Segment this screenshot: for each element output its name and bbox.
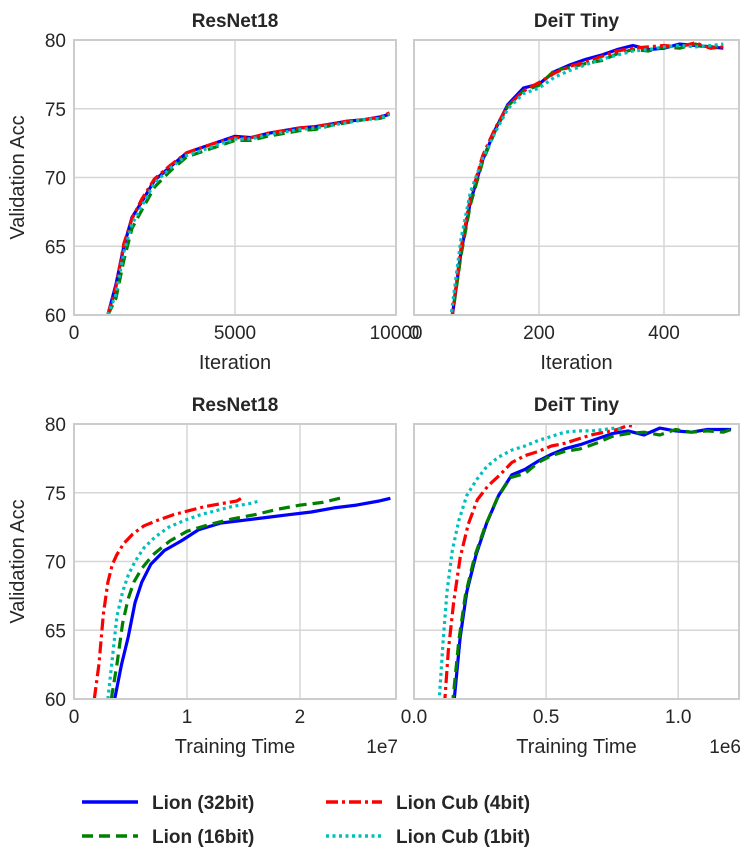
series-line: [106, 111, 391, 315]
y-tick-label: 60: [45, 306, 66, 327]
panels: ResNet18 0 5000 10000 60 65 70 75 80 Iteration Val…: [7, 11, 741, 758]
series-line: [109, 495, 346, 699]
series-group: [106, 111, 391, 315]
panel-title: DeiT Tiny: [534, 11, 620, 32]
series-line: [450, 41, 724, 315]
y-tick-label: 80: [45, 415, 66, 436]
x-axis-label: Iteration: [199, 352, 271, 374]
chart-panel-4: DeiT Tiny 0.0 0.5 1.0 Training Time 1e6: [401, 395, 741, 758]
series-line: [449, 42, 724, 313]
x-tick-label: 1: [182, 707, 193, 728]
x-tick-label: 400: [648, 323, 680, 344]
panel-title: DeiT Tiny: [534, 395, 620, 416]
y-tick-label: 65: [45, 237, 66, 258]
x-tick-label: 2: [295, 707, 306, 728]
series-line: [106, 114, 391, 315]
x-tick-label: 0.5: [533, 707, 559, 728]
series-line: [452, 426, 732, 699]
chart-panel-1: ResNet18 0 5000 10000 60 65 70 75 80 Iteration Val…: [7, 11, 422, 374]
legend-label: Lion (16bit): [152, 827, 254, 848]
legend-item: Lion Cub (1bit): [326, 827, 530, 848]
x-tick-label: 0: [409, 323, 420, 344]
y-tick-label: 60: [45, 690, 66, 711]
series-line: [106, 499, 260, 699]
legend-label: Lion (32bit): [152, 793, 254, 814]
legend-label: Lion Cub (4bit): [396, 793, 530, 814]
x-tick-label: 10000: [370, 323, 423, 344]
x-offset-text: 1e6: [709, 737, 741, 758]
x-tick-label: 1.0: [665, 707, 691, 728]
series-group: [437, 424, 732, 699]
plot-frame: [413, 39, 740, 316]
chart-panel-2: DeiT Tiny 0 200 400 Iteration: [409, 11, 740, 374]
x-offset-text: 1e7: [366, 737, 398, 758]
y-axis-label: Validation Acc: [7, 499, 29, 623]
x-tick-label: 0.0: [401, 707, 427, 728]
series-line: [92, 495, 245, 699]
series-line: [451, 427, 732, 699]
y-tick-label: 75: [45, 484, 66, 505]
series-group: [449, 41, 724, 315]
series-line: [113, 496, 391, 699]
series-line: [443, 424, 637, 699]
x-axis-label: Training Time: [516, 736, 636, 758]
x-axis-label: Iteration: [540, 352, 612, 374]
legend: Lion (32bit) Lion Cub (4bit) Lion (16bit) L…: [82, 793, 530, 848]
plot-frame: [73, 423, 397, 700]
y-tick-label: 70: [45, 553, 66, 574]
chart-panel-3: ResNet18 0 1 2 60 65 70 75 80 Training Time Valida…: [7, 395, 398, 758]
x-tick-label: 200: [523, 323, 555, 344]
x-axis-label: Training Time: [175, 736, 295, 758]
series-line: [450, 42, 724, 315]
series-line: [437, 426, 623, 699]
y-tick-label: 70: [45, 169, 66, 190]
series-line: [106, 112, 391, 315]
y-axis-label: Validation Acc: [7, 115, 29, 239]
y-tick-label: 75: [45, 100, 66, 121]
panel-title: ResNet18: [192, 395, 279, 416]
legend-item: Lion Cub (4bit): [326, 793, 530, 814]
plot-frame: [413, 423, 740, 700]
series-line: [106, 112, 391, 315]
series-group: [92, 495, 391, 699]
legend-item: Lion (32bit): [82, 793, 254, 814]
x-tick-label: 5000: [214, 323, 256, 344]
legend-item: Lion (16bit): [82, 827, 254, 848]
y-tick-label: 80: [45, 31, 66, 52]
plot-frame: [73, 39, 397, 316]
y-tick-label: 65: [45, 621, 66, 642]
series-line: [450, 42, 724, 315]
legend-label: Lion Cub (1bit): [396, 827, 530, 848]
panel-title: ResNet18: [192, 11, 279, 32]
x-tick-label: 0: [69, 323, 80, 344]
x-tick-label: 0: [69, 707, 80, 728]
